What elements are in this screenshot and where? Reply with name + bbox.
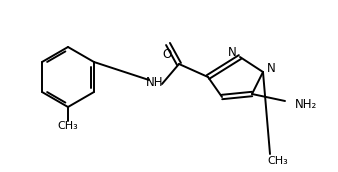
Text: N: N	[227, 46, 236, 58]
Text: O: O	[162, 47, 172, 61]
Text: N: N	[267, 62, 275, 74]
Text: NH₂: NH₂	[295, 98, 317, 110]
Text: NH: NH	[146, 76, 164, 89]
Text: CH₃: CH₃	[268, 156, 288, 166]
Text: CH₃: CH₃	[57, 121, 78, 131]
